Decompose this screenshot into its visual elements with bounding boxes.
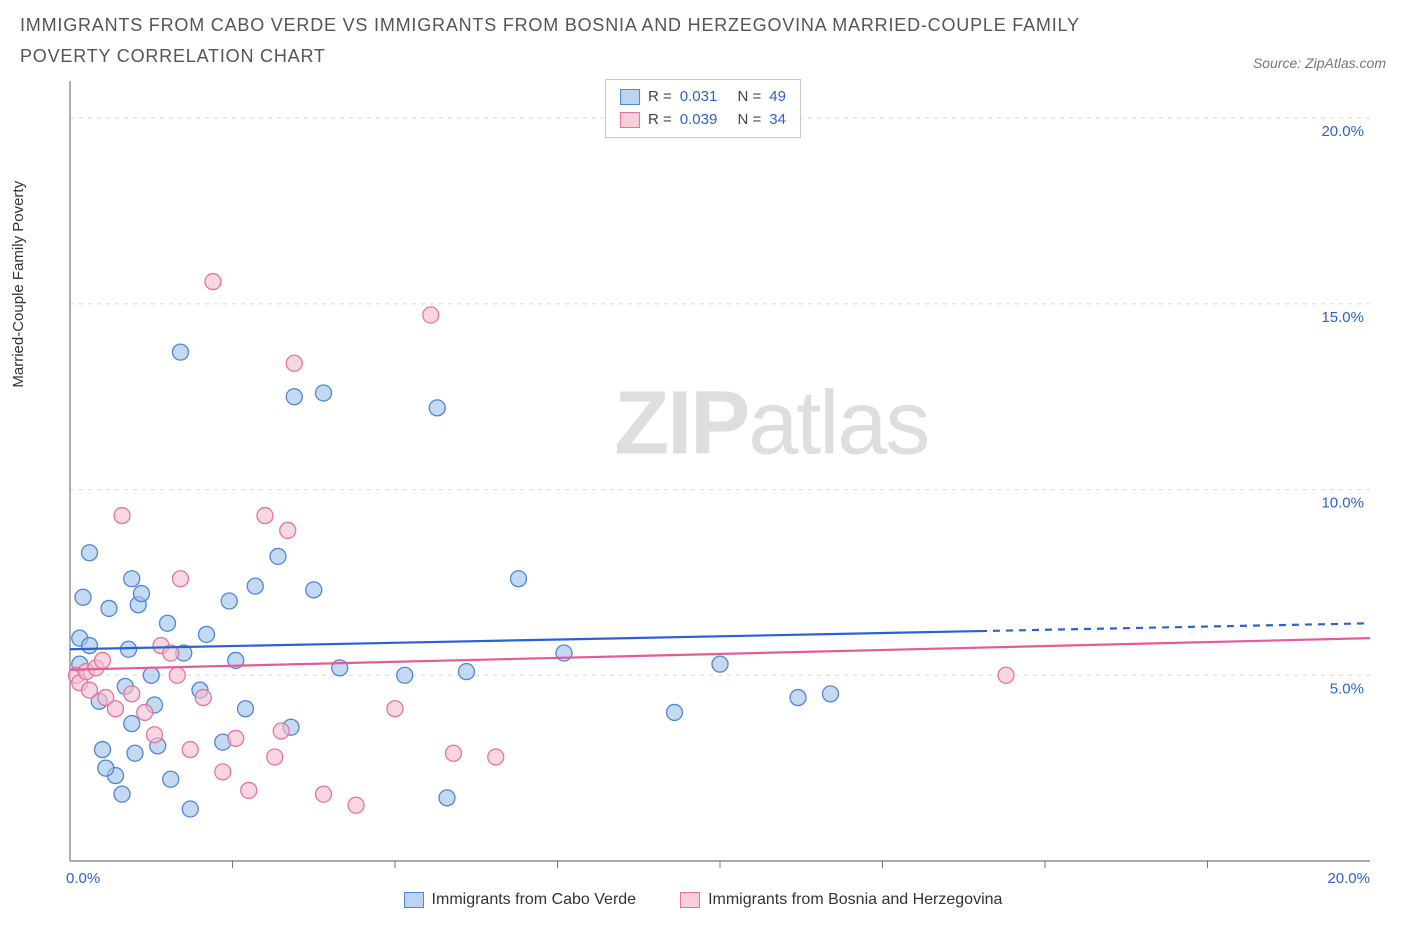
svg-text:10.0%: 10.0%	[1321, 495, 1364, 512]
svg-text:5.0%: 5.0%	[1330, 680, 1364, 697]
svg-text:20.0%: 20.0%	[1321, 123, 1364, 140]
y-axis-label: Married-Couple Family Poverty	[10, 181, 27, 388]
legend-stats: R = 0.031 N = 49 R = 0.039 N = 34	[605, 79, 801, 138]
legend-swatch-0	[620, 89, 640, 105]
legend-item-1: Immigrants from Bosnia and Herzegovina	[680, 891, 1002, 909]
source-label: Source: ZipAtlas.com	[1253, 55, 1386, 71]
svg-text:15.0%: 15.0%	[1321, 309, 1364, 326]
scatter-chart: 5.0% 10.0% 15.0% 20.0% 0.0% 20.0%	[20, 71, 1386, 911]
legend-stats-row-1: R = 0.039 N = 34	[620, 109, 786, 132]
legend-series-swatch-1	[680, 892, 700, 908]
legend-swatch-1	[620, 112, 640, 128]
chart-title: IMMIGRANTS FROM CABO VERDE VS IMMIGRANTS…	[20, 10, 1120, 71]
legend-item-0: Immigrants from Cabo Verde	[404, 891, 637, 909]
legend-series: Immigrants from Cabo Verde Immigrants fr…	[20, 891, 1386, 909]
chart-container: Married-Couple Family Poverty ZIPatlas R…	[20, 71, 1386, 911]
legend-series-swatch-0	[404, 892, 424, 908]
legend-stats-row-0: R = 0.031 N = 49	[620, 86, 786, 109]
svg-text:20.0%: 20.0%	[1327, 870, 1370, 887]
svg-text:0.0%: 0.0%	[66, 870, 100, 887]
